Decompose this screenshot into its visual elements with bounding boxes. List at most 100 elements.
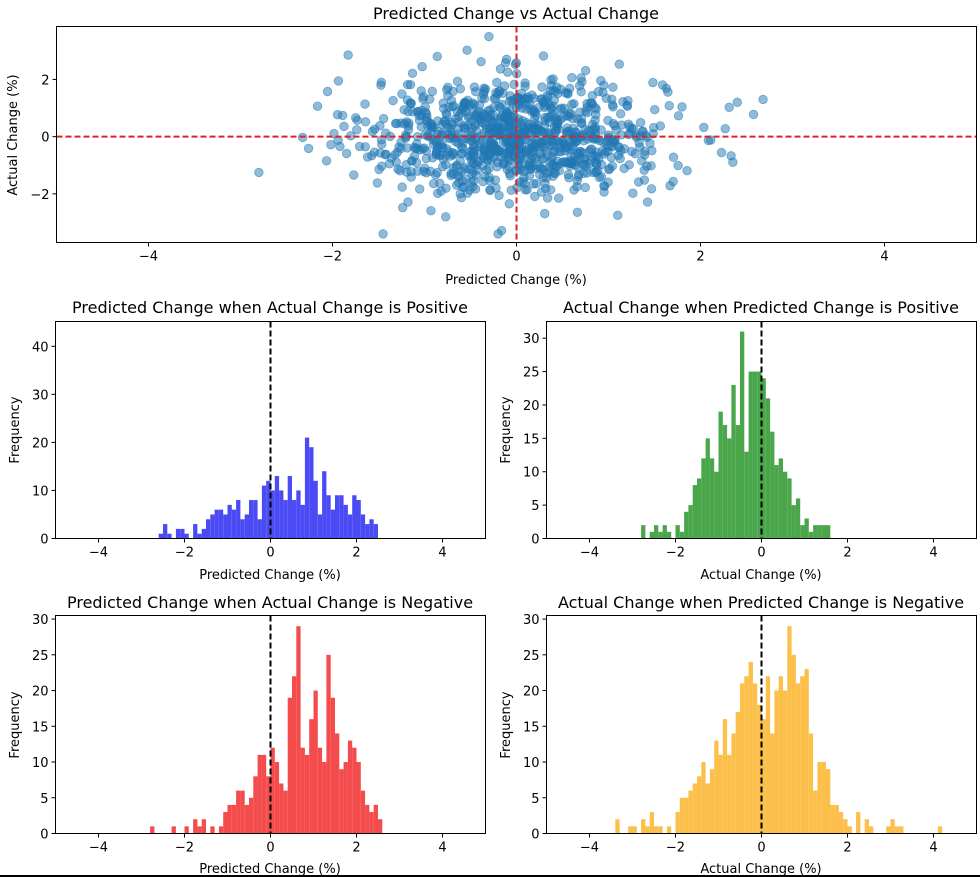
histogram-bar	[813, 790, 818, 834]
scatter-point	[615, 109, 626, 119]
histogram-bar	[296, 626, 301, 834]
scatter-point	[639, 175, 650, 185]
x-tick-label: −4	[580, 841, 599, 856]
histogram-bar	[821, 525, 826, 539]
scatter-point	[569, 185, 579, 195]
scatter-point	[453, 138, 463, 148]
scatter-point	[530, 107, 541, 118]
histogram-bar	[765, 676, 771, 834]
scatter-point	[580, 182, 590, 193]
scatter-point	[483, 106, 493, 116]
hist-pred-pos-title: Predicted Change when Actual Change is P…	[72, 298, 468, 317]
histogram-bar	[808, 733, 814, 834]
scatter-point	[506, 185, 516, 195]
histogram-bar	[641, 819, 646, 834]
hist-actual-neg-title: Actual Change when Predicted Change is N…	[558, 593, 964, 612]
scatter-point	[395, 166, 405, 176]
histogram-bar	[330, 697, 335, 834]
x-tick-label: 0	[266, 841, 274, 856]
histogram-bar	[714, 740, 719, 834]
scatter-point	[596, 125, 606, 135]
scatter-point	[530, 191, 540, 202]
scatter-point	[448, 101, 459, 111]
y-tick-label: 20	[32, 685, 49, 700]
histogram-bar	[800, 525, 805, 539]
histogram-bar	[365, 524, 370, 539]
scatter-point	[535, 162, 545, 173]
scatter-point	[518, 176, 528, 187]
scatter-point	[321, 156, 332, 166]
scatter-point	[254, 167, 264, 178]
histogram-bar	[347, 514, 353, 539]
scatter-point	[647, 146, 657, 156]
scatter-point	[668, 152, 679, 162]
scatter-point	[374, 164, 384, 175]
scatter-point	[413, 107, 423, 117]
scatter-point	[517, 158, 528, 168]
scatter-point	[362, 152, 373, 162]
scatter-point	[591, 110, 601, 120]
scatter-point	[502, 147, 513, 158]
histogram-bar	[283, 500, 288, 539]
scatter-point	[682, 165, 692, 176]
scatter-title: Predicted Change vs Actual Change	[373, 4, 659, 23]
y-tick-label: 10	[32, 484, 49, 499]
histogram-bar	[645, 826, 650, 834]
histogram-bar	[313, 690, 318, 834]
histogram-bar	[231, 509, 237, 539]
scatter-point	[438, 98, 448, 108]
scatter-point	[420, 130, 431, 140]
hist-pred-pos-xlabel: Predicted Change (%)	[199, 568, 341, 583]
scatter-point	[553, 115, 563, 126]
scatter-point	[574, 81, 585, 91]
scatter-point	[646, 184, 657, 194]
histogram-bar	[791, 505, 796, 539]
scatter-point	[613, 210, 623, 221]
scatter-point	[591, 160, 602, 170]
histogram-bar	[757, 371, 762, 539]
scatter-point	[468, 182, 478, 192]
scatter-point	[732, 97, 743, 108]
histogram-bar	[692, 485, 697, 539]
scatter-point	[635, 142, 645, 152]
histogram-bar	[692, 783, 697, 834]
scatter-point	[571, 127, 581, 137]
scatter-point	[378, 113, 389, 124]
histogram-bar	[714, 471, 719, 539]
histogram-bar	[847, 826, 852, 834]
histogram-bar	[210, 514, 215, 539]
scatter-point	[372, 178, 383, 188]
histogram-bar	[761, 378, 766, 539]
y-tick-label: 0	[531, 533, 539, 548]
x-tick-label: −2	[323, 250, 342, 265]
scatter-point	[493, 229, 503, 239]
scatter-point	[572, 176, 582, 186]
histogram-bar	[783, 690, 788, 834]
histogram-bar	[757, 704, 762, 834]
histogram-bar	[210, 826, 215, 834]
scatter-point	[548, 74, 558, 84]
histogram-bar	[804, 669, 809, 834]
histogram-bar	[193, 819, 198, 834]
hist-pred-pos-plot-area	[158, 321, 378, 539]
scatter-point	[484, 172, 494, 183]
histogram-bar	[214, 509, 219, 539]
scatter-point	[502, 164, 512, 175]
histogram-bar	[378, 819, 383, 834]
histogram-bar	[171, 826, 176, 834]
scatter-point	[352, 125, 362, 135]
scatter-point	[464, 164, 475, 174]
scatter-point	[397, 89, 407, 99]
histogram-bar	[641, 525, 646, 539]
scatter-point	[397, 202, 408, 213]
histogram-bar	[257, 519, 262, 539]
scatter-point	[480, 119, 490, 130]
scatter-point	[416, 122, 427, 132]
scatter-point	[407, 68, 418, 79]
histogram-bar	[817, 525, 822, 539]
scatter-point	[758, 94, 768, 105]
scatter-point	[724, 102, 734, 113]
x-tick-label: −2	[666, 546, 685, 561]
scatter-point	[622, 100, 632, 110]
histogram-bar	[313, 480, 318, 539]
